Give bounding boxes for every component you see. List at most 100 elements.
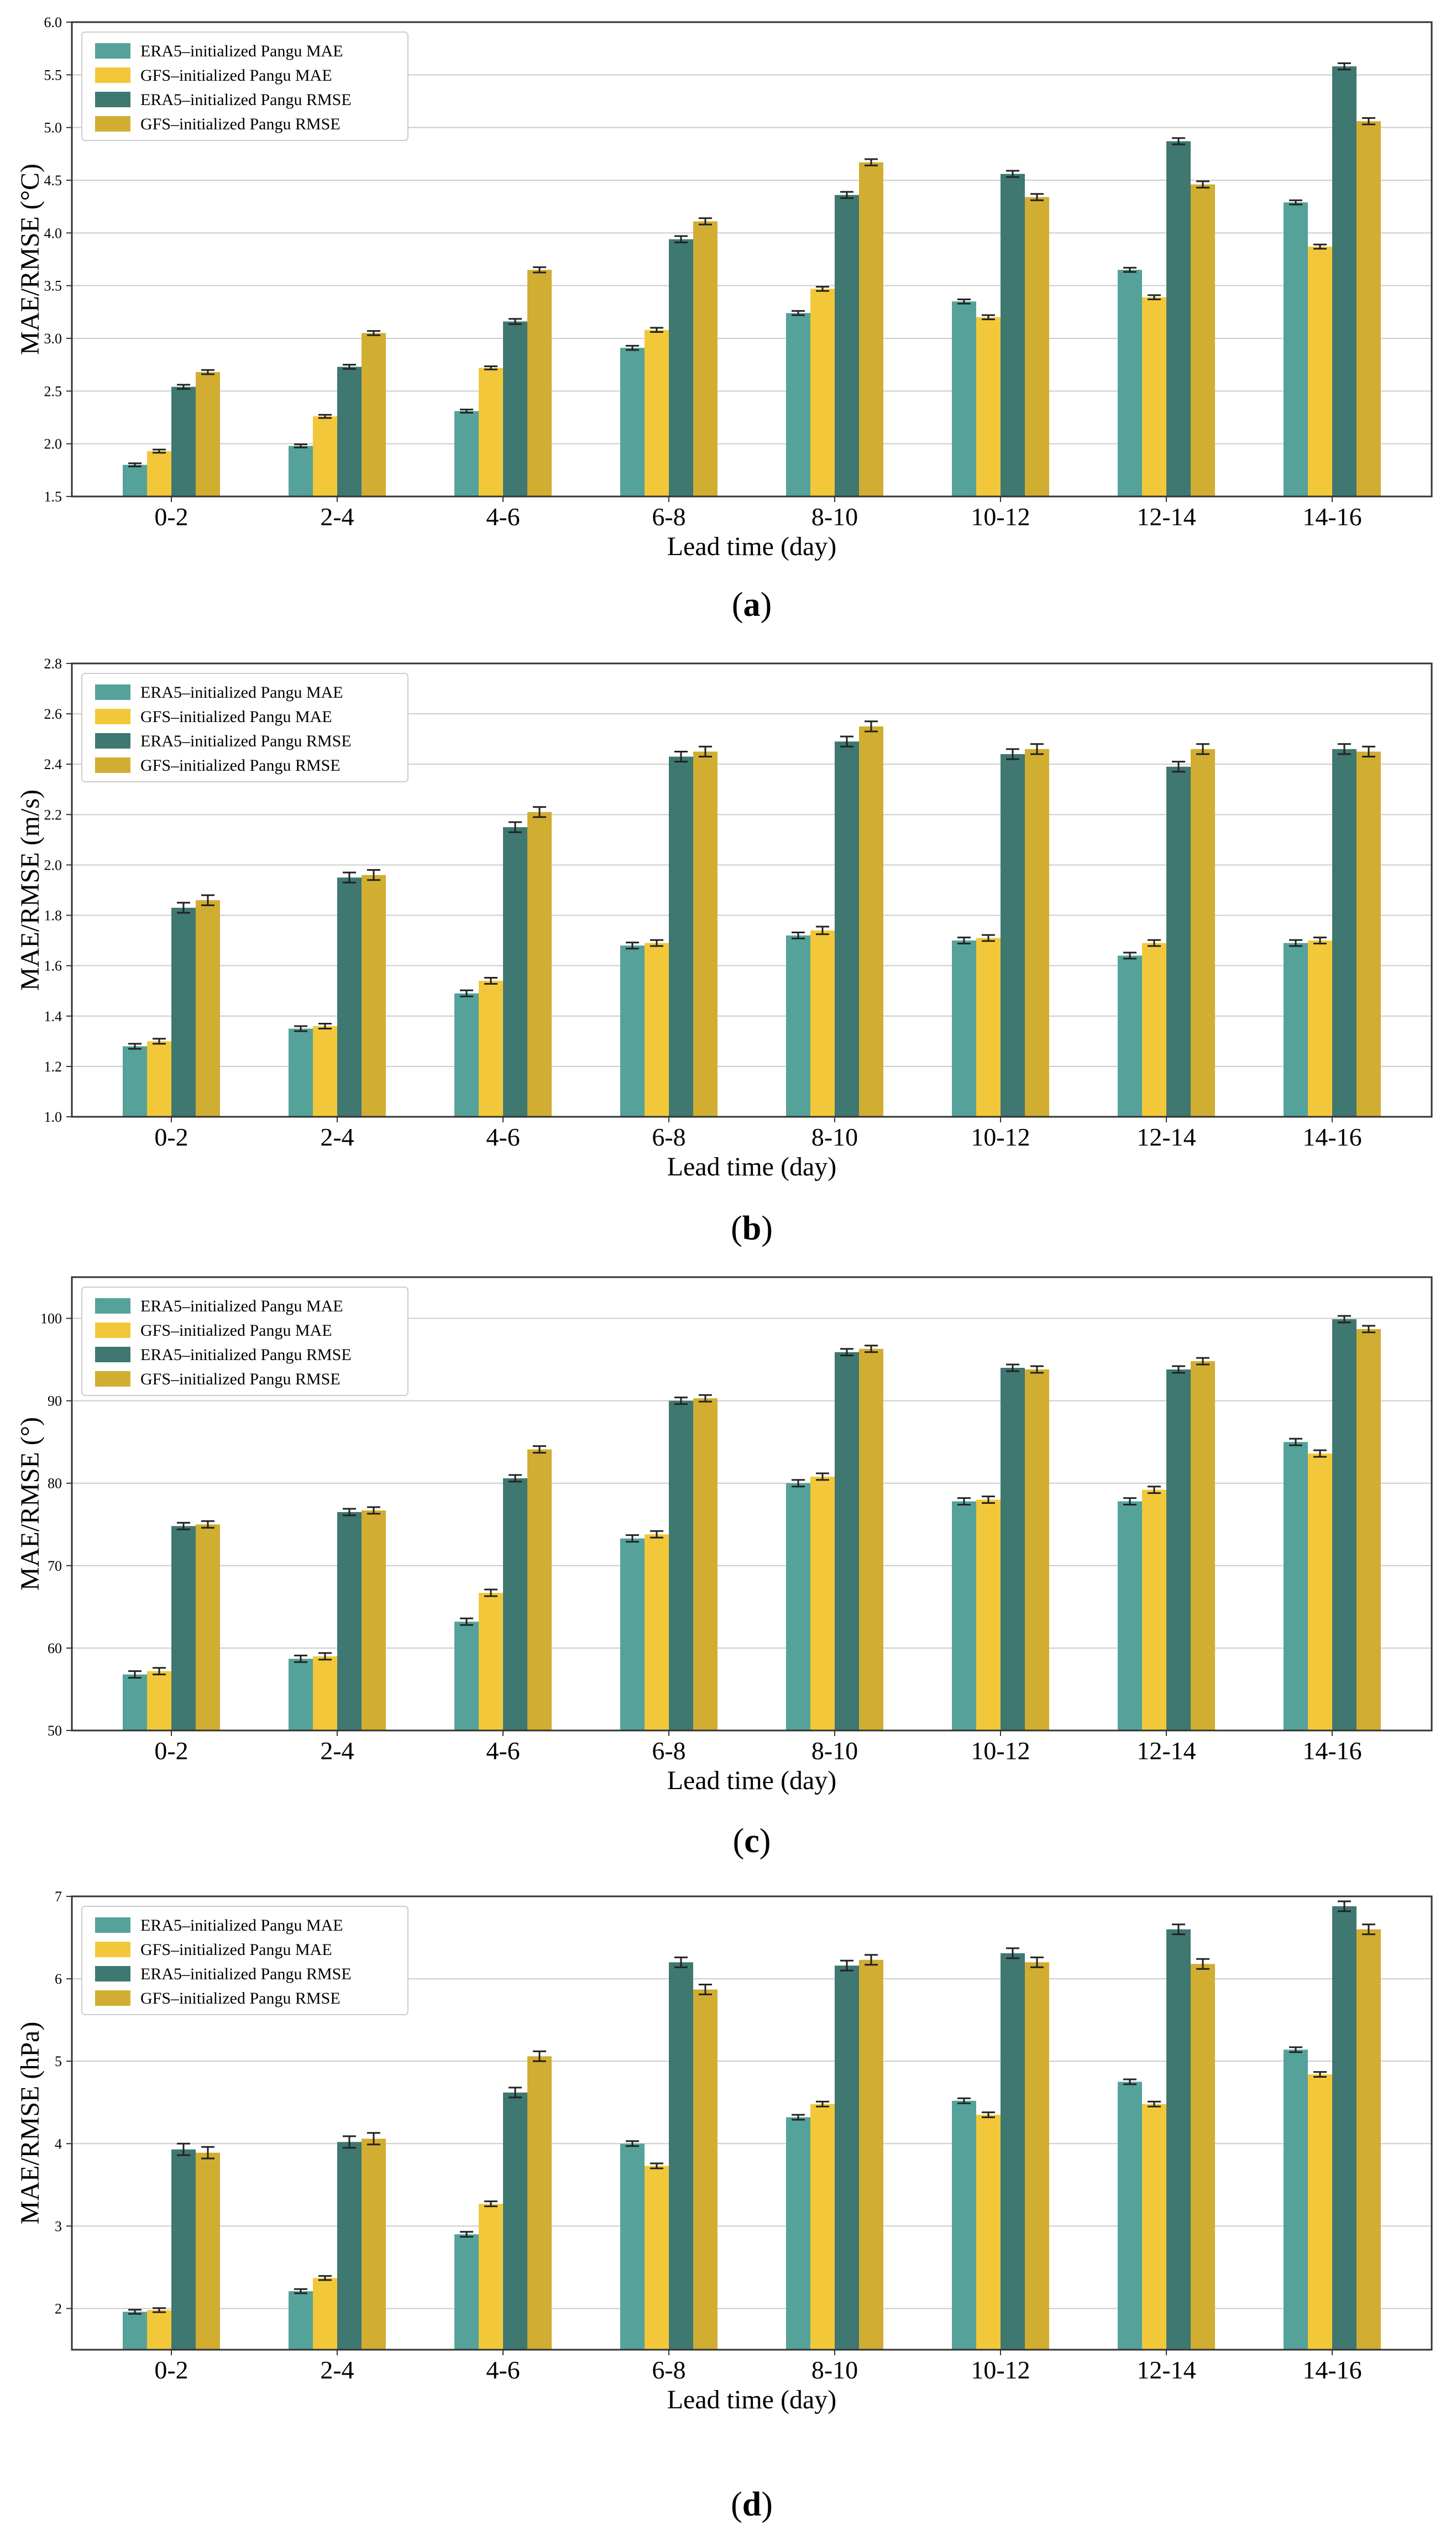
legend-swatch: [95, 709, 130, 724]
bar: [1357, 1929, 1381, 2350]
legend-swatch: [95, 1298, 130, 1314]
bar: [835, 1352, 859, 1730]
bar: [171, 907, 196, 1117]
bar: [1191, 749, 1215, 1117]
legend: ERA5–initialized Pangu MAE GFS–initialize…: [81, 1906, 408, 2015]
y-tick-label: 7: [55, 1889, 62, 1905]
bar: [810, 289, 835, 496]
x-tick-label: 12-14: [1136, 503, 1196, 531]
x-tick-label: 4-6: [486, 1123, 520, 1151]
bar: [835, 195, 859, 496]
legend-entry: ERA5–initialized Pangu MAE: [140, 1916, 343, 1934]
panel-label: (a): [732, 586, 772, 624]
bar: [1166, 141, 1191, 496]
x-tick-label: 8-10: [811, 503, 858, 531]
y-tick-label: 2.4: [44, 756, 62, 772]
bar: [620, 348, 645, 496]
bar: [362, 1510, 386, 1730]
bar: [669, 1400, 693, 1730]
bar: [337, 2142, 362, 2350]
bar: [454, 411, 479, 496]
y-tick-label: 70: [48, 1558, 62, 1574]
x-tick-label: 14-16: [1302, 2356, 1361, 2384]
x-tick-label: 12-14: [1136, 2356, 1196, 2384]
bar: [1191, 184, 1215, 496]
bar: [976, 2115, 1001, 2350]
bar: [1118, 270, 1142, 496]
y-tick-label: 1.0: [44, 1109, 62, 1125]
x-tick-label: 14-16: [1302, 1123, 1361, 1151]
y-tick-label: 4.0: [44, 225, 62, 241]
bar: [313, 1656, 337, 1730]
bar: [362, 333, 386, 496]
legend-entry: GFS–initialized Pangu RMSE: [140, 756, 341, 775]
bar: [1001, 754, 1025, 1117]
bar: [1001, 1368, 1025, 1730]
bar: [645, 943, 669, 1117]
y-axis-label: MAE/RMSE (m/s): [15, 790, 45, 991]
bar: [810, 2104, 835, 2350]
bar: [503, 2092, 527, 2350]
x-tick-label: 10-12: [971, 2356, 1030, 2384]
bar: [1001, 1953, 1025, 2350]
legend-box: [81, 673, 408, 782]
x-axis-label: Lead time (day): [667, 532, 837, 561]
legend-swatch: [95, 116, 130, 132]
legend-entry: ERA5–initialized Pangu RMSE: [140, 1346, 352, 1364]
plot-frame: [71, 662, 1433, 1118]
panel-label: (b): [731, 1210, 773, 1247]
legend-box: [81, 32, 408, 141]
bar: [1025, 749, 1049, 1117]
chart-panel-d: 2 3 4 5 6 7 0-2 2-4 4-6 6-8 8-10 10-12 12-14 14-16 Lea…: [15, 1889, 1433, 2414]
y-tick-label: 1.8: [44, 908, 62, 924]
bar: [1357, 121, 1381, 496]
bar: [503, 827, 527, 1117]
plot-frame: [71, 1276, 1433, 1732]
x-axis-label: Lead time (day): [667, 1766, 837, 1795]
legend-swatch: [95, 1917, 130, 1933]
bar: [313, 416, 337, 496]
bar: [1332, 66, 1357, 496]
bar: [1001, 174, 1025, 496]
bar: [1025, 1369, 1049, 1730]
bar: [479, 981, 503, 1117]
bar: [123, 2312, 147, 2350]
y-tick-label: 90: [48, 1393, 62, 1409]
x-tick-label: 12-14: [1136, 1123, 1196, 1151]
x-tick-label: 10-12: [971, 1737, 1030, 1765]
y-tick-label: 5: [55, 2053, 62, 2069]
x-tick-label: 2-4: [320, 503, 354, 531]
y-tick-label: 4: [55, 2136, 62, 2152]
legend-entry: GFS–initialized Pangu MAE: [140, 66, 332, 85]
bar: [147, 2310, 171, 2350]
bar: [859, 1348, 883, 1730]
y-tick-label: 5.5: [44, 67, 62, 83]
legend: ERA5–initialized Pangu MAE GFS–initialize…: [81, 32, 408, 141]
legend-swatch: [95, 1990, 130, 2006]
bar: [1166, 1929, 1191, 2350]
plot-frame: [71, 21, 1433, 498]
bar: [479, 1593, 503, 1730]
bar: [1118, 955, 1142, 1117]
bar: [1191, 1964, 1215, 2350]
bar: [1357, 1329, 1381, 1730]
bar: [835, 1965, 859, 2350]
bar: [337, 877, 362, 1117]
bar: [693, 221, 717, 496]
bar: [693, 1398, 717, 1730]
x-tick-label: 14-16: [1302, 503, 1361, 531]
legend-entry: GFS–initialized Pangu RMSE: [140, 115, 341, 133]
x-tick-label: 6-8: [652, 1123, 685, 1151]
x-tick-label: 6-8: [652, 1737, 685, 1765]
bar: [786, 2117, 810, 2350]
bar: [952, 940, 976, 1117]
y-tick-label: 2: [55, 2301, 62, 2317]
bar: [786, 313, 810, 496]
y-axis-label: MAE/RMSE (°): [15, 1417, 45, 1591]
bar: [1142, 297, 1166, 496]
bar: [454, 2234, 479, 2350]
legend-box: [81, 1287, 408, 1396]
bar: [859, 726, 883, 1117]
bar: [1284, 943, 1308, 1117]
bar: [527, 812, 552, 1117]
